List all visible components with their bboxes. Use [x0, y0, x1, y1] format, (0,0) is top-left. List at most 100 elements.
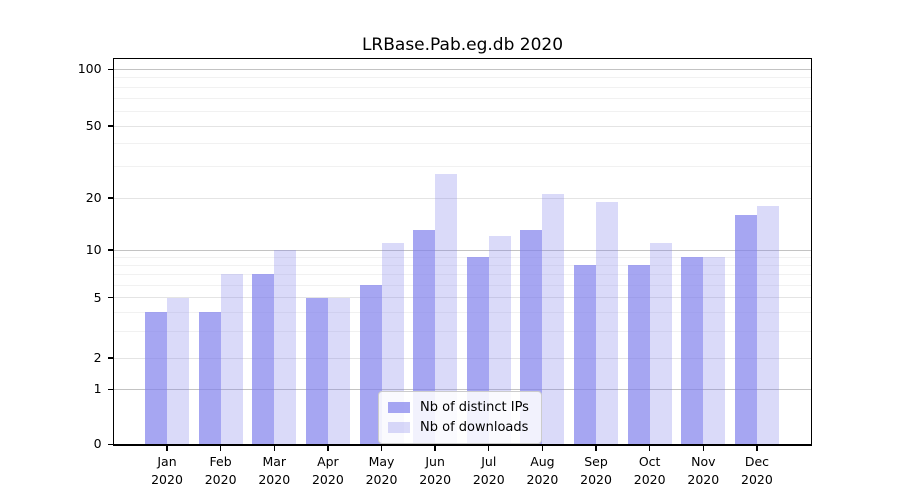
- bar-distinct-ips-apr: [305, 297, 328, 445]
- gridline-minor-9: [114, 256, 811, 258]
- x-tick-mark-oct: [648, 445, 651, 451]
- x-tick-label-jan: Jan 2020: [135, 453, 199, 488]
- y-tick-mark-20: [107, 197, 113, 199]
- x-tick-mark-sep: [595, 445, 597, 451]
- x-tick-label-month: Nov: [691, 454, 716, 470]
- x-tick-label-month: Oct: [638, 454, 661, 470]
- y-tick-label-100: 100: [77, 61, 102, 77]
- x-tick-label-year: 2020: [365, 471, 398, 487]
- gridline-major-100: [114, 68, 811, 70]
- bar-distinct-ips-sep: [574, 265, 597, 445]
- x-tick-label-month: Apr: [317, 454, 339, 470]
- x-tick-label-year: 2020: [151, 471, 183, 487]
- gridline-minor-80: [114, 87, 811, 89]
- x-tick-label-month: Sep: [584, 454, 608, 470]
- gridline-20: [114, 197, 811, 199]
- x-tick-label-year: 2020: [526, 471, 559, 487]
- x-tick-label-month: Jan: [157, 454, 177, 470]
- gridline-2: [114, 357, 811, 359]
- bar-downloads-jun: [435, 174, 458, 445]
- gridline-minor-70: [114, 97, 811, 99]
- x-tick-label-year: 2020: [204, 471, 237, 487]
- bar-downloads-apr: [327, 297, 350, 445]
- bar-distinct-ips-jan: [145, 312, 167, 445]
- bar-distinct-ips-may: [359, 285, 382, 445]
- x-tick-label-month: Mar: [262, 454, 287, 470]
- x-tick-label-oct: Oct 2020: [618, 453, 682, 488]
- x-tick-label-dec: Dec 2020: [725, 453, 789, 488]
- gridline-minor-8: [114, 264, 811, 266]
- legend: Nb of distinct IPs Nb of downloads: [378, 391, 542, 444]
- x-tick-label-year: 2020: [687, 471, 720, 487]
- gridline-minor-4: [114, 311, 811, 313]
- y-tick-mark-5: [107, 296, 113, 299]
- x-tick-label-month: Feb: [209, 454, 232, 470]
- bar-distinct-ips-mar: [252, 274, 275, 445]
- gridline-minor-30: [114, 165, 811, 167]
- y-tick-mark-10: [107, 249, 113, 251]
- bar-downloads-nov: [703, 257, 726, 445]
- bar-downloads-feb: [220, 274, 243, 445]
- y-tick-mark-100: [107, 68, 113, 70]
- x-tick-mark-jul: [488, 445, 490, 451]
- gridline-minor-7: [114, 273, 811, 275]
- gridline-minor-6: [114, 284, 811, 286]
- x-tick-label-mar: Mar 2020: [242, 453, 306, 488]
- y-tick-label-1: 1: [93, 381, 102, 397]
- bar-distinct-ips-dec: [734, 214, 757, 445]
- plot-border-bottom: [112, 444, 813, 446]
- gridline-minor-3: [114, 330, 811, 332]
- x-tick-mark-dec: [756, 445, 758, 451]
- x-tick-mark-feb: [219, 445, 222, 451]
- bar-distinct-ips-jun: [413, 230, 436, 445]
- gridline-minor-90: [114, 77, 811, 79]
- x-tick-label-year: 2020: [741, 471, 773, 487]
- legend-item-distinct-ips: Nb of distinct IPs: [388, 398, 529, 417]
- gridline-major-10: [114, 249, 811, 251]
- plot-border-right: [811, 57, 813, 446]
- y-tick-label-20: 20: [85, 190, 102, 205]
- x-tick-label-sep: Sep 2020: [564, 453, 628, 488]
- plot-border-left: [112, 57, 114, 446]
- gridline-minor-60: [114, 110, 811, 112]
- x-tick-label-month: Jun: [425, 454, 445, 470]
- plot-area: [112, 57, 813, 446]
- bar-distinct-ips-oct: [627, 265, 650, 445]
- y-tick-mark-0: [107, 443, 113, 445]
- legend-label-distinct-ips: Nb of distinct IPs: [420, 400, 529, 415]
- x-tick-mark-apr: [327, 445, 329, 451]
- y-tick-label-0: 0: [93, 436, 102, 452]
- x-tick-label-month: Jul: [481, 454, 497, 470]
- y-tick-label-2: 2: [93, 350, 102, 365]
- x-tick-label-year: 2020: [633, 471, 666, 487]
- bar-distinct-ips-feb: [198, 312, 221, 445]
- x-tick-mark-may: [380, 445, 383, 451]
- gridline-50: [114, 125, 811, 127]
- y-tick-mark-50: [107, 125, 113, 127]
- x-tick-label-year: 2020: [258, 471, 291, 487]
- y-tick-mark-2: [107, 357, 113, 359]
- x-tick-label-apr: Apr 2020: [296, 453, 360, 488]
- y-tick-mark-1: [107, 388, 113, 390]
- gridline-minor-40: [114, 143, 811, 145]
- bar-downloads-sep: [596, 201, 619, 445]
- x-tick-label-nov: Nov 2020: [671, 453, 735, 488]
- legend-label-downloads: Nb of downloads: [420, 420, 529, 435]
- bar-downloads-oct: [649, 242, 672, 445]
- bar-downloads-mar: [274, 250, 297, 445]
- bar-downloads-jan: [167, 297, 189, 445]
- gridline-5: [114, 297, 811, 298]
- x-tick-label-year: 2020: [580, 471, 612, 487]
- x-tick-mark-nov: [702, 445, 704, 451]
- x-tick-label-may: May 2020: [350, 453, 414, 488]
- x-tick-label-year: 2020: [419, 471, 452, 487]
- legend-item-downloads: Nb of downloads: [388, 418, 529, 437]
- bar-downloads-aug: [542, 194, 565, 445]
- x-tick-label-jul: Jul 2020: [457, 453, 521, 488]
- bar-downloads-dec: [756, 205, 779, 445]
- y-tick-label-50: 50: [85, 118, 102, 133]
- x-tick-label-aug: Aug 2020: [510, 453, 574, 488]
- y-tick-label-5: 5: [93, 289, 102, 305]
- x-tick-mark-jun: [434, 445, 436, 451]
